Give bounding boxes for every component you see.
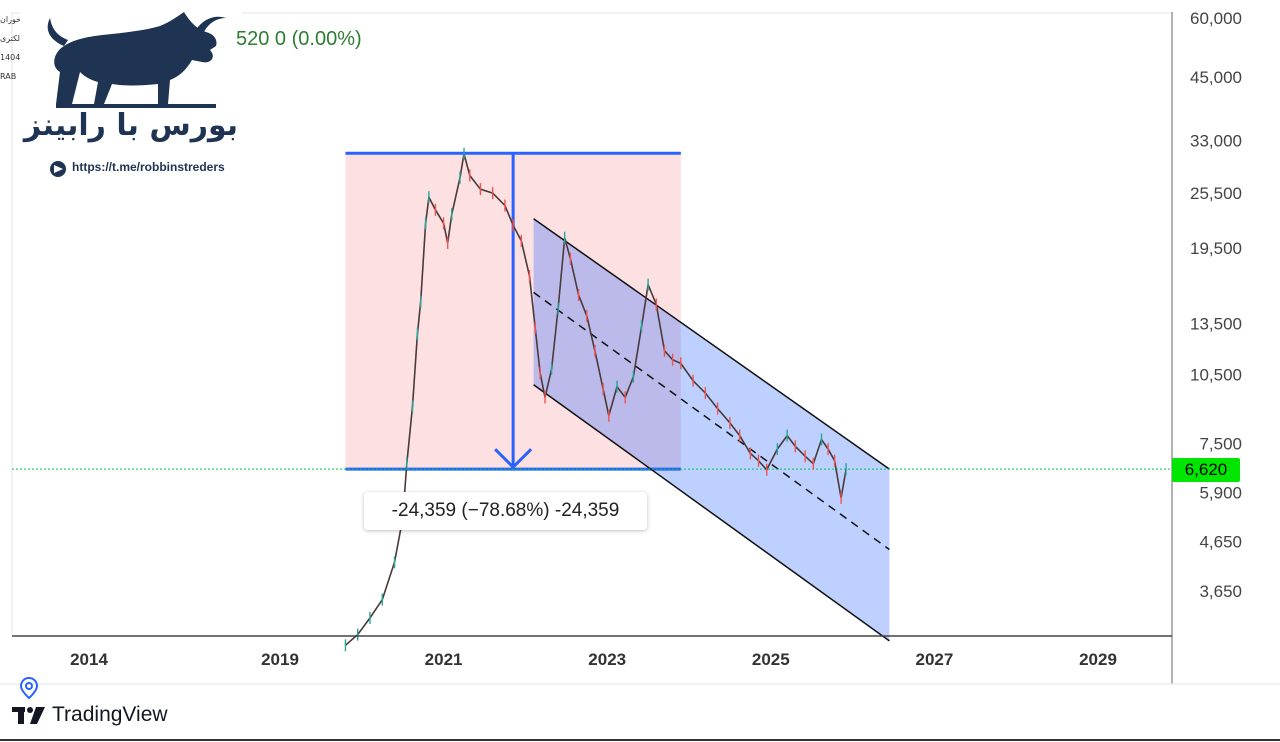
current-price-badge: 6,620 [1172, 458, 1240, 482]
telegram-link[interactable]: https://t.me/robbinstreders [72, 160, 225, 174]
side-snippets: خوران لکتری 1404 RAB [0, 10, 21, 86]
side-snippet: لکتری [0, 34, 20, 43]
channel-upper-line [533, 218, 890, 470]
price-series-line [344, 153, 847, 646]
side-snippet: خوران [0, 15, 22, 24]
channel-logo-card: بورس با رابینز https://t.me/robbinstrede… [20, 0, 242, 192]
channel-lower-line [533, 384, 890, 642]
price-tick-label: 10,500 [1190, 366, 1242, 385]
time-tick-label: 2023 [588, 650, 626, 669]
price-tick-label: 60,000 [1190, 9, 1242, 28]
bull-icon [47, 12, 226, 108]
time-tick-label: 2027 [915, 650, 953, 669]
measure-label: -24,359 (−78.68%) -24,359 [364, 492, 647, 530]
tradingview-label: TradingView [52, 703, 168, 726]
time-tick-label: 2014 [70, 650, 108, 669]
logo-title: بورس با رابینز [23, 108, 239, 143]
map-pin-icon[interactable] [18, 676, 40, 702]
channel-mid-line [533, 291, 890, 551]
price-tick-label: 3,650 [1199, 582, 1242, 601]
tradingview-brand[interactable]: TradingView [12, 702, 168, 728]
time-tick-label: 2025 [752, 650, 790, 669]
side-snippet: RAB [0, 72, 17, 81]
price-tick-label: 33,000 [1190, 131, 1242, 150]
price-tick-label: 25,500 [1190, 184, 1242, 203]
tradingview-logo-icon [12, 707, 45, 724]
channel-fill [533, 218, 890, 641]
telegram-icon [50, 161, 66, 177]
price-tick-label: 19,500 [1190, 239, 1242, 258]
time-tick-label: 2019 [261, 650, 299, 669]
price-tick-label: 45,000 [1190, 68, 1242, 87]
time-tick-label: 2029 [1079, 650, 1117, 669]
measure-arrow-head [494, 448, 533, 470]
price-tick-label: 5,900 [1199, 484, 1242, 503]
time-tick-label: 2021 [425, 650, 463, 669]
price-tick-label: 7,500 [1199, 435, 1242, 454]
price-tick-label: 13,500 [1190, 314, 1242, 333]
side-snippet: 1404 [0, 53, 21, 62]
price-change-header: 520 0 (0.00%) [236, 28, 362, 50]
price-tick-label: 4,650 [1199, 532, 1242, 551]
